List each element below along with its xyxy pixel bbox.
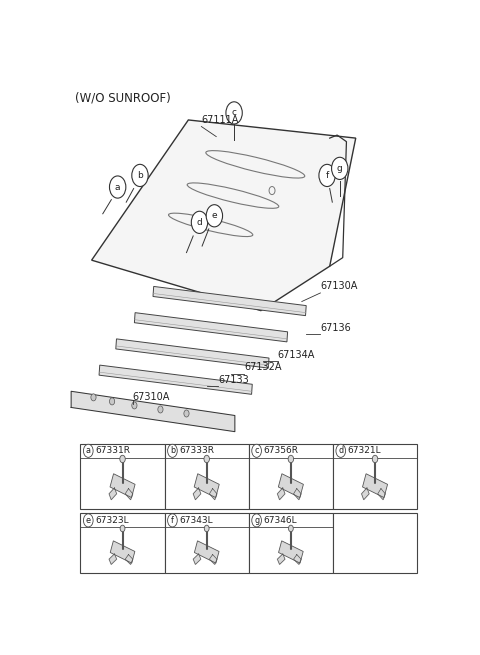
Text: 67323L: 67323L	[96, 516, 129, 525]
Polygon shape	[294, 555, 301, 565]
Circle shape	[158, 406, 163, 413]
Polygon shape	[194, 541, 219, 563]
Text: 67130A: 67130A	[321, 282, 358, 291]
Polygon shape	[362, 474, 387, 498]
Polygon shape	[193, 554, 201, 565]
Polygon shape	[125, 555, 133, 565]
Text: g: g	[337, 164, 343, 173]
Circle shape	[319, 164, 335, 187]
Circle shape	[184, 410, 189, 417]
Bar	[249, 443, 333, 510]
Circle shape	[84, 444, 93, 457]
Text: b: b	[170, 446, 175, 455]
Polygon shape	[278, 474, 303, 498]
Bar	[81, 514, 165, 573]
Text: 67331R: 67331R	[96, 446, 131, 455]
Polygon shape	[110, 474, 135, 498]
Text: 67136: 67136	[321, 323, 351, 333]
Polygon shape	[209, 555, 217, 565]
Circle shape	[109, 176, 126, 198]
Text: 67346L: 67346L	[264, 516, 297, 525]
Polygon shape	[109, 488, 117, 500]
Bar	[333, 443, 417, 510]
Text: 67111A: 67111A	[202, 115, 239, 125]
Circle shape	[252, 514, 262, 527]
Bar	[81, 443, 165, 510]
Polygon shape	[277, 488, 285, 500]
Polygon shape	[99, 365, 252, 394]
Bar	[165, 514, 249, 573]
Circle shape	[120, 455, 125, 462]
Polygon shape	[125, 489, 133, 500]
Polygon shape	[277, 554, 285, 565]
Circle shape	[288, 455, 294, 462]
Circle shape	[252, 444, 262, 457]
Text: 67343L: 67343L	[180, 516, 213, 525]
Circle shape	[226, 102, 242, 124]
Text: d: d	[197, 218, 203, 227]
Text: f: f	[171, 516, 174, 525]
Text: 67133: 67133	[218, 375, 249, 384]
Polygon shape	[278, 541, 303, 563]
Circle shape	[192, 212, 208, 233]
Polygon shape	[92, 120, 356, 310]
Circle shape	[120, 525, 125, 532]
Text: a: a	[115, 183, 120, 191]
Text: 67132A: 67132A	[244, 362, 282, 372]
Polygon shape	[193, 488, 201, 500]
Polygon shape	[71, 391, 235, 432]
Polygon shape	[294, 489, 301, 500]
Circle shape	[91, 394, 96, 401]
Bar	[333, 514, 417, 573]
Circle shape	[288, 525, 293, 532]
Text: 67321L: 67321L	[348, 446, 382, 455]
Polygon shape	[194, 474, 219, 498]
Circle shape	[204, 525, 209, 532]
Text: a: a	[86, 446, 91, 455]
Circle shape	[336, 444, 346, 457]
Polygon shape	[153, 286, 306, 316]
Text: c: c	[231, 108, 237, 117]
Text: d: d	[338, 446, 343, 455]
Text: 67356R: 67356R	[264, 446, 299, 455]
Circle shape	[204, 455, 209, 462]
Circle shape	[84, 514, 93, 527]
Text: g: g	[254, 516, 259, 525]
Text: f: f	[325, 171, 329, 180]
Text: e: e	[212, 212, 217, 220]
Circle shape	[109, 398, 115, 405]
Circle shape	[132, 402, 137, 409]
Polygon shape	[209, 489, 217, 500]
Circle shape	[168, 514, 177, 527]
Bar	[249, 514, 333, 573]
Circle shape	[132, 164, 148, 187]
Circle shape	[269, 187, 275, 195]
Circle shape	[168, 444, 177, 457]
Polygon shape	[109, 554, 117, 565]
Polygon shape	[116, 339, 269, 368]
Text: 67134A: 67134A	[277, 350, 315, 360]
Polygon shape	[361, 488, 369, 500]
Text: 67333R: 67333R	[180, 446, 215, 455]
Circle shape	[206, 204, 223, 227]
Polygon shape	[134, 312, 288, 342]
Polygon shape	[378, 489, 385, 500]
Text: c: c	[254, 446, 259, 455]
Polygon shape	[110, 541, 135, 563]
Text: e: e	[86, 516, 91, 525]
Text: 67310A: 67310A	[132, 392, 170, 402]
Bar	[165, 443, 249, 510]
Circle shape	[332, 157, 348, 179]
Circle shape	[372, 455, 378, 462]
Text: (W/O SUNROOF): (W/O SUNROOF)	[75, 91, 170, 104]
Text: b: b	[137, 171, 143, 180]
